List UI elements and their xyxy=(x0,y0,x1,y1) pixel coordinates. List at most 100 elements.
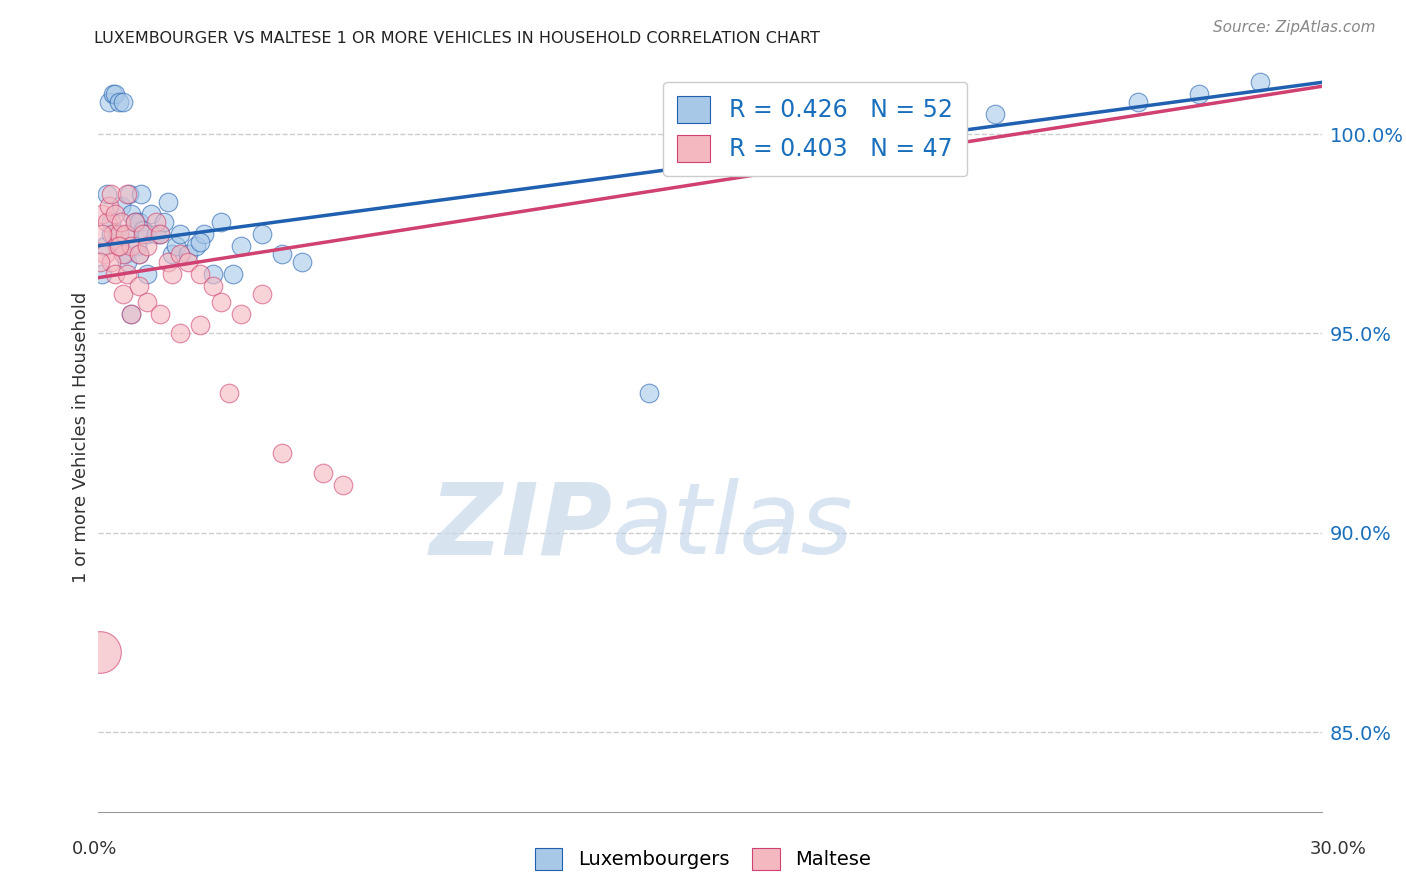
Point xyxy=(141,207,163,221)
Point xyxy=(108,239,131,253)
Point xyxy=(193,227,215,241)
Point xyxy=(209,294,232,309)
Point xyxy=(91,207,114,221)
Point xyxy=(1249,75,1271,89)
Point xyxy=(114,246,136,260)
Point xyxy=(120,239,142,253)
Point xyxy=(332,478,354,492)
Text: ZIP: ZIP xyxy=(429,478,612,575)
Point xyxy=(100,227,122,241)
Point xyxy=(188,267,212,281)
Point xyxy=(209,215,232,229)
Point xyxy=(111,246,134,260)
Point xyxy=(156,194,179,209)
Point xyxy=(160,267,183,281)
Point xyxy=(188,235,212,249)
Point xyxy=(270,446,294,460)
Point xyxy=(250,227,273,241)
Point xyxy=(101,87,124,102)
Point xyxy=(120,207,142,221)
Point xyxy=(115,227,138,241)
Text: Source: ZipAtlas.com: Source: ZipAtlas.com xyxy=(1212,20,1375,35)
Point xyxy=(108,95,131,110)
Point xyxy=(231,306,253,320)
Point xyxy=(177,254,200,268)
Point xyxy=(165,239,187,253)
Point xyxy=(136,239,159,253)
Point xyxy=(89,645,111,659)
Point xyxy=(637,386,661,401)
Point xyxy=(89,254,111,268)
Point xyxy=(127,239,149,253)
Point xyxy=(104,207,127,221)
Legend: Luxembourgers, Maltese: Luxembourgers, Maltese xyxy=(527,839,879,878)
Point xyxy=(1128,95,1150,110)
Point xyxy=(136,294,159,309)
Point xyxy=(110,199,132,213)
Point xyxy=(186,239,208,253)
Point xyxy=(97,199,120,213)
Point xyxy=(152,215,174,229)
Point xyxy=(160,246,183,260)
Point xyxy=(120,306,142,320)
Point xyxy=(93,239,115,253)
Text: 0.0%: 0.0% xyxy=(72,840,117,858)
Point xyxy=(169,227,191,241)
Point xyxy=(222,267,245,281)
Point xyxy=(111,286,134,301)
Point xyxy=(188,318,212,333)
Point xyxy=(111,95,134,110)
Point xyxy=(145,215,167,229)
Point xyxy=(984,107,1007,121)
Text: LUXEMBOURGER VS MALTESE 1 OR MORE VEHICLES IN HOUSEHOLD CORRELATION CHART: LUXEMBOURGER VS MALTESE 1 OR MORE VEHICL… xyxy=(94,31,820,46)
Point xyxy=(115,186,138,201)
Point xyxy=(110,215,132,229)
Point xyxy=(312,466,335,480)
Point xyxy=(100,186,122,201)
Point xyxy=(132,223,155,237)
Legend: R = 0.426   N = 52, R = 0.403   N = 47: R = 0.426 N = 52, R = 0.403 N = 47 xyxy=(664,82,967,177)
Point xyxy=(115,267,138,281)
Point xyxy=(120,306,142,320)
Point xyxy=(169,246,191,260)
Point xyxy=(270,246,294,260)
Point xyxy=(128,278,150,293)
Point xyxy=(108,239,131,253)
Point xyxy=(124,215,146,229)
Point xyxy=(149,306,172,320)
Y-axis label: 1 or more Vehicles in Household: 1 or more Vehicles in Household xyxy=(72,292,90,582)
Point xyxy=(91,267,114,281)
Point xyxy=(201,267,224,281)
Point xyxy=(105,239,128,253)
Point xyxy=(149,227,172,241)
Point xyxy=(1188,87,1211,102)
Point xyxy=(93,246,115,260)
Point xyxy=(104,87,127,102)
Point xyxy=(177,246,200,260)
Point xyxy=(96,215,118,229)
Point xyxy=(124,215,146,229)
Point xyxy=(250,286,273,301)
Point xyxy=(149,227,172,241)
Point xyxy=(132,227,155,241)
Point xyxy=(129,186,152,201)
Point xyxy=(145,227,167,241)
Point xyxy=(108,227,131,241)
Point xyxy=(136,267,159,281)
Point xyxy=(136,227,159,241)
Point xyxy=(169,326,191,341)
Point xyxy=(128,246,150,260)
Text: atlas: atlas xyxy=(612,478,853,575)
Point xyxy=(96,186,118,201)
Point xyxy=(156,254,179,268)
Point xyxy=(128,246,150,260)
Point xyxy=(862,107,884,121)
Point xyxy=(115,254,138,268)
Text: 30.0%: 30.0% xyxy=(1310,840,1367,858)
Point xyxy=(118,186,141,201)
Point xyxy=(231,239,253,253)
Point xyxy=(128,215,150,229)
Point xyxy=(100,254,122,268)
Point xyxy=(201,278,224,293)
Point xyxy=(100,215,122,229)
